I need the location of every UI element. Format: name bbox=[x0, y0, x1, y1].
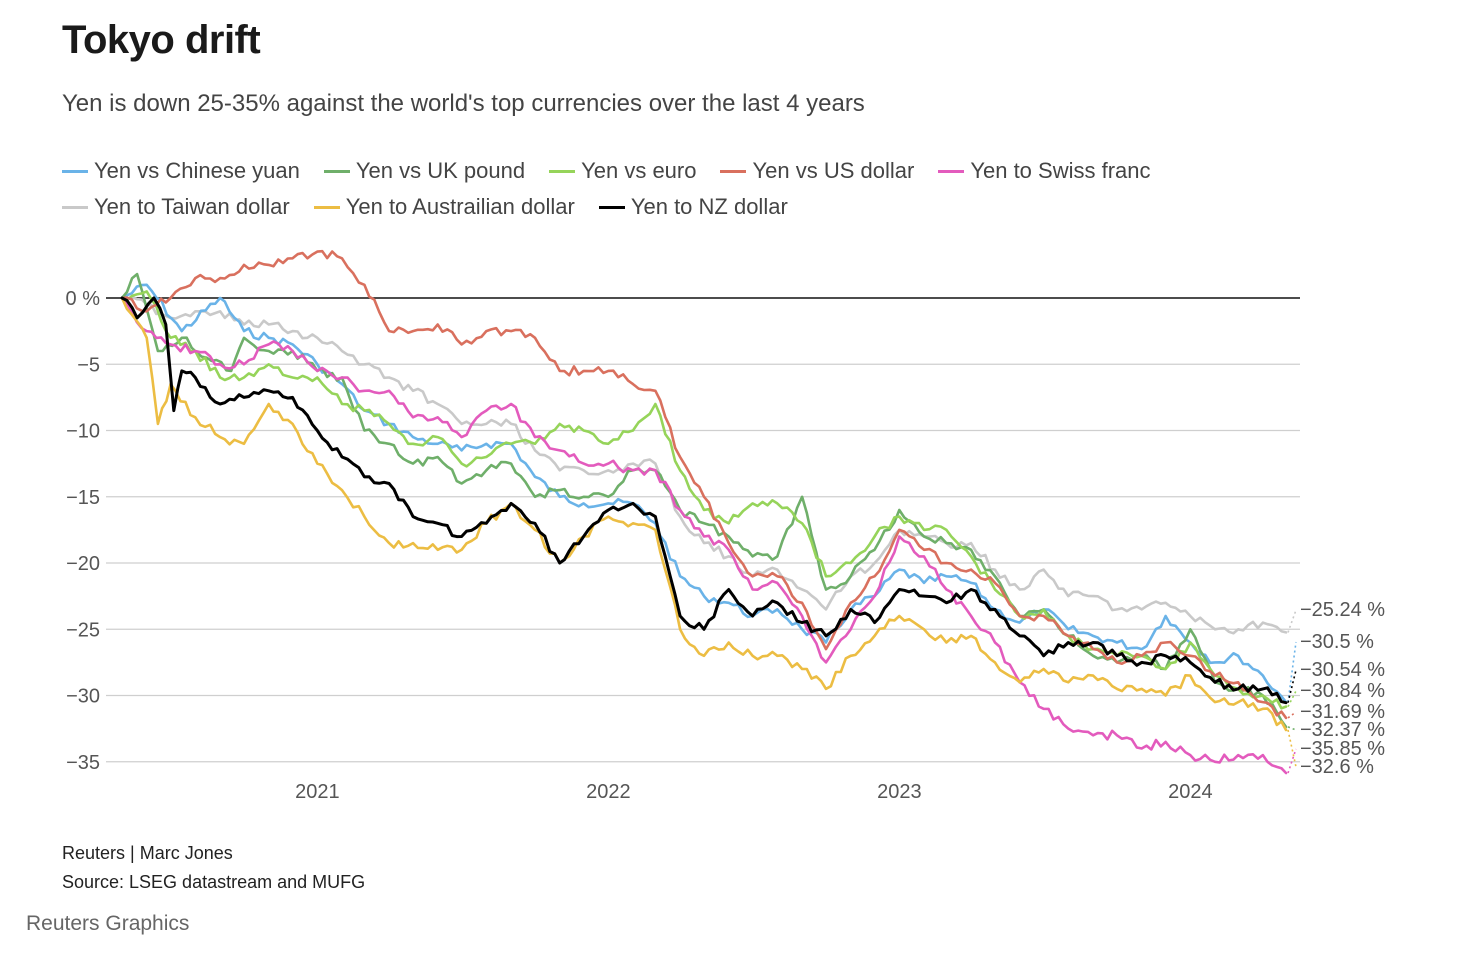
end-label: −32.37 % bbox=[1300, 719, 1385, 741]
end-label-leader bbox=[1287, 729, 1297, 768]
end-label-leader bbox=[1287, 669, 1297, 703]
source-note: Source: LSEG datastream and MUFG bbox=[62, 872, 366, 892]
end-label-leader bbox=[1287, 748, 1297, 774]
legend-label: Yen vs UK pound bbox=[355, 158, 526, 183]
series-line bbox=[120, 296, 1288, 705]
y-tick-label: −10 bbox=[66, 421, 100, 443]
brand-credit: Reuters Graphics bbox=[26, 912, 190, 935]
end-label: −25.24 % bbox=[1300, 599, 1385, 621]
series-line bbox=[120, 272, 1288, 729]
legend-label: Yen vs US dollar bbox=[752, 158, 915, 183]
legend-swatch bbox=[323, 169, 350, 173]
end-label-leader bbox=[1287, 690, 1297, 707]
byline: Reuters | Marc Jones bbox=[62, 843, 233, 863]
legend-swatch bbox=[62, 205, 88, 209]
legend-label: Yen to Austrailian dollar bbox=[345, 194, 575, 219]
legend-label: Yen to NZ dollar bbox=[630, 194, 788, 219]
legend-label: Yen vs Chinese yuan bbox=[94, 158, 300, 183]
line-chart: 0 % −5 −10 −15 −20 −25 −30 −35 2021 2022 2023 2024 −… bbox=[66, 249, 1385, 803]
chart-title: Tokyo drift bbox=[62, 18, 261, 62]
y-tick-label: −35 bbox=[66, 752, 100, 774]
legend-swatch bbox=[598, 205, 625, 209]
end-label: −30.5 % bbox=[1300, 631, 1374, 653]
legend-item: Yen to Austrailian dollar bbox=[313, 194, 575, 220]
series-line bbox=[120, 295, 1288, 635]
end-label: −30.84 % bbox=[1300, 680, 1385, 702]
x-tick-label: 2022 bbox=[586, 781, 631, 803]
legend-item: Yen vs US dollar bbox=[720, 158, 914, 184]
y-tick-label: −25 bbox=[66, 619, 100, 641]
x-tick-label: 2021 bbox=[295, 781, 340, 803]
legend-swatch bbox=[313, 205, 340, 209]
legend-swatch bbox=[938, 169, 965, 173]
x-tick-label: 2023 bbox=[877, 781, 922, 803]
end-label: −32.6 % bbox=[1300, 756, 1374, 778]
legend-swatch bbox=[62, 169, 88, 173]
series-line bbox=[120, 283, 1288, 704]
y-tick-label: −20 bbox=[66, 553, 100, 575]
end-label: −31.69 % bbox=[1300, 701, 1385, 723]
chart-subtitle: Yen is down 25-35% against the world's t… bbox=[62, 90, 865, 117]
y-tick-label: −15 bbox=[66, 487, 100, 509]
end-label-leader bbox=[1287, 641, 1297, 703]
legend-item: Yen to Taiwan dollar bbox=[62, 194, 290, 220]
series-line bbox=[120, 290, 1288, 710]
y-tick-label: −5 bbox=[77, 354, 100, 376]
legend-swatch bbox=[720, 169, 747, 173]
legend-swatch bbox=[549, 169, 576, 173]
end-label-leader bbox=[1287, 711, 1297, 719]
series-line bbox=[120, 296, 1288, 732]
legend-label: Yen to Taiwan dollar bbox=[94, 194, 290, 219]
series-line bbox=[120, 249, 1288, 720]
legend-label: Yen vs euro bbox=[581, 158, 697, 183]
series-line bbox=[120, 296, 1288, 775]
end-label: −35.85 % bbox=[1300, 738, 1385, 760]
x-tick-label: 2024 bbox=[1168, 781, 1213, 803]
end-label-leader bbox=[1287, 726, 1297, 731]
y-tick-label: 0 % bbox=[66, 288, 101, 310]
legend-item: Yen vs Chinese yuan bbox=[62, 158, 300, 184]
legend-item: Yen vs euro bbox=[549, 158, 696, 184]
chart-legend: Yen vs Chinese yuan Yen vs UK pound Yen vs… bbox=[62, 158, 1382, 220]
legend-item: Yen vs UK pound bbox=[323, 158, 526, 184]
end-label-leader bbox=[1287, 609, 1297, 633]
legend-label: Yen to Swiss franc bbox=[970, 158, 1151, 183]
y-tick-label: −30 bbox=[66, 686, 100, 708]
legend-item: Yen to Swiss franc bbox=[938, 158, 1151, 184]
legend-item: Yen to NZ dollar bbox=[598, 194, 788, 220]
end-label: −30.54 % bbox=[1300, 659, 1385, 681]
